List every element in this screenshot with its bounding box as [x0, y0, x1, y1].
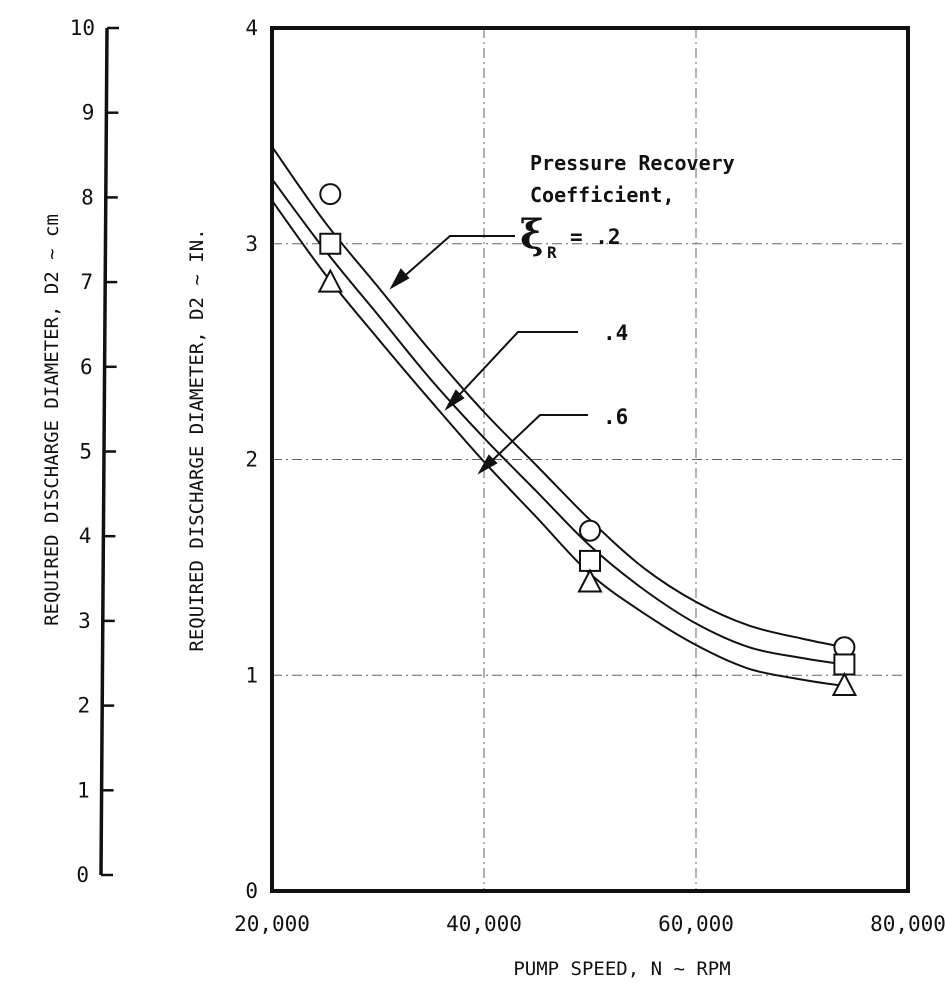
secondary-y-tick-label-1: 1	[77, 778, 90, 802]
legend-leaders	[389, 235, 588, 475]
legend-label-06: .6	[603, 405, 628, 429]
legend-title-line-2: Coefficient,	[530, 183, 675, 207]
series-markers	[317, 183, 858, 697]
secondary-y-tick-label-9: 9	[82, 101, 95, 125]
series-2-marker-3	[833, 653, 856, 676]
x-tick-label-80000: 80,000	[870, 912, 945, 936]
legend-label-04: .4	[603, 321, 628, 345]
secondary-y-tick-label-8: 8	[81, 185, 94, 209]
secondary-y-tick-label-6: 6	[80, 355, 93, 379]
y-tick-label-4: 4	[245, 16, 258, 40]
secondary-y-tick-label-0: 0	[76, 863, 89, 887]
y-axis-title: REQUIRED DISCHARGE DIAMETER, D2 ~ IN.	[186, 228, 208, 651]
y-tick-label-2: 2	[245, 448, 258, 472]
series-3-marker-1	[317, 268, 343, 293]
secondary-y-tick-label-10: 10	[70, 16, 95, 40]
y-tick-label-3: 3	[245, 232, 258, 256]
series-line-2	[271, 178, 845, 666]
series-3-marker-3	[831, 671, 858, 697]
series-2-marker-1	[319, 232, 342, 255]
legend-xi-symbol: ξ	[520, 211, 544, 258]
leader-line-06	[479, 414, 588, 473]
legend-label-02: = .2	[570, 225, 621, 249]
grid-lines	[272, 28, 908, 891]
secondary-y-tick-label-2: 2	[78, 694, 91, 718]
x-axis-ticks: 20,000 40,000 60,000 80,000	[234, 912, 945, 936]
y-tick-label-0: 0	[245, 879, 258, 903]
legend-title-line-1: Pressure Recovery	[530, 151, 735, 175]
series-1-marker-2	[579, 519, 601, 542]
series-line-3	[271, 200, 845, 687]
y-tick-label-1: 1	[245, 663, 258, 687]
x-tick-label-40000: 40,000	[446, 912, 522, 936]
series-line-1	[271, 146, 845, 649]
y-axis-ticks: 0 1 2 3 4	[245, 16, 258, 903]
leader-arrow-06	[477, 454, 498, 475]
secondary-y-tick-label-4: 4	[79, 524, 92, 548]
leader-line-02	[391, 235, 515, 288]
series-1-marker-1	[319, 183, 342, 206]
secondary-y-tick-label-5: 5	[79, 440, 92, 464]
x-tick-label-20000: 20,000	[234, 912, 310, 936]
legend-xi-subscript: R	[547, 243, 557, 262]
series-3-marker-2	[577, 568, 603, 593]
leader-arrow-02	[389, 268, 410, 290]
plot-frame	[270, 26, 910, 893]
x-tick-label-60000: 60,000	[658, 912, 734, 936]
secondary-y-tick-label-3: 3	[78, 609, 91, 633]
x-axis-title: PUMP SPEED, N ~ RPM	[513, 958, 730, 980]
secondary-y-tick-label-7: 7	[81, 270, 94, 294]
secondary-y-axis-title: REQUIRED DISCHARGE DIAMETER, D2 ~ cm	[41, 214, 63, 626]
leader-line-04	[446, 331, 578, 409]
leader-arrow-04	[444, 389, 465, 411]
series-curves	[271, 146, 845, 687]
secondary-y-axis-ticks: 0 1 2 3 4 5 6 7 8 9 10	[70, 16, 119, 887]
series-2-marker-2	[579, 549, 601, 572]
